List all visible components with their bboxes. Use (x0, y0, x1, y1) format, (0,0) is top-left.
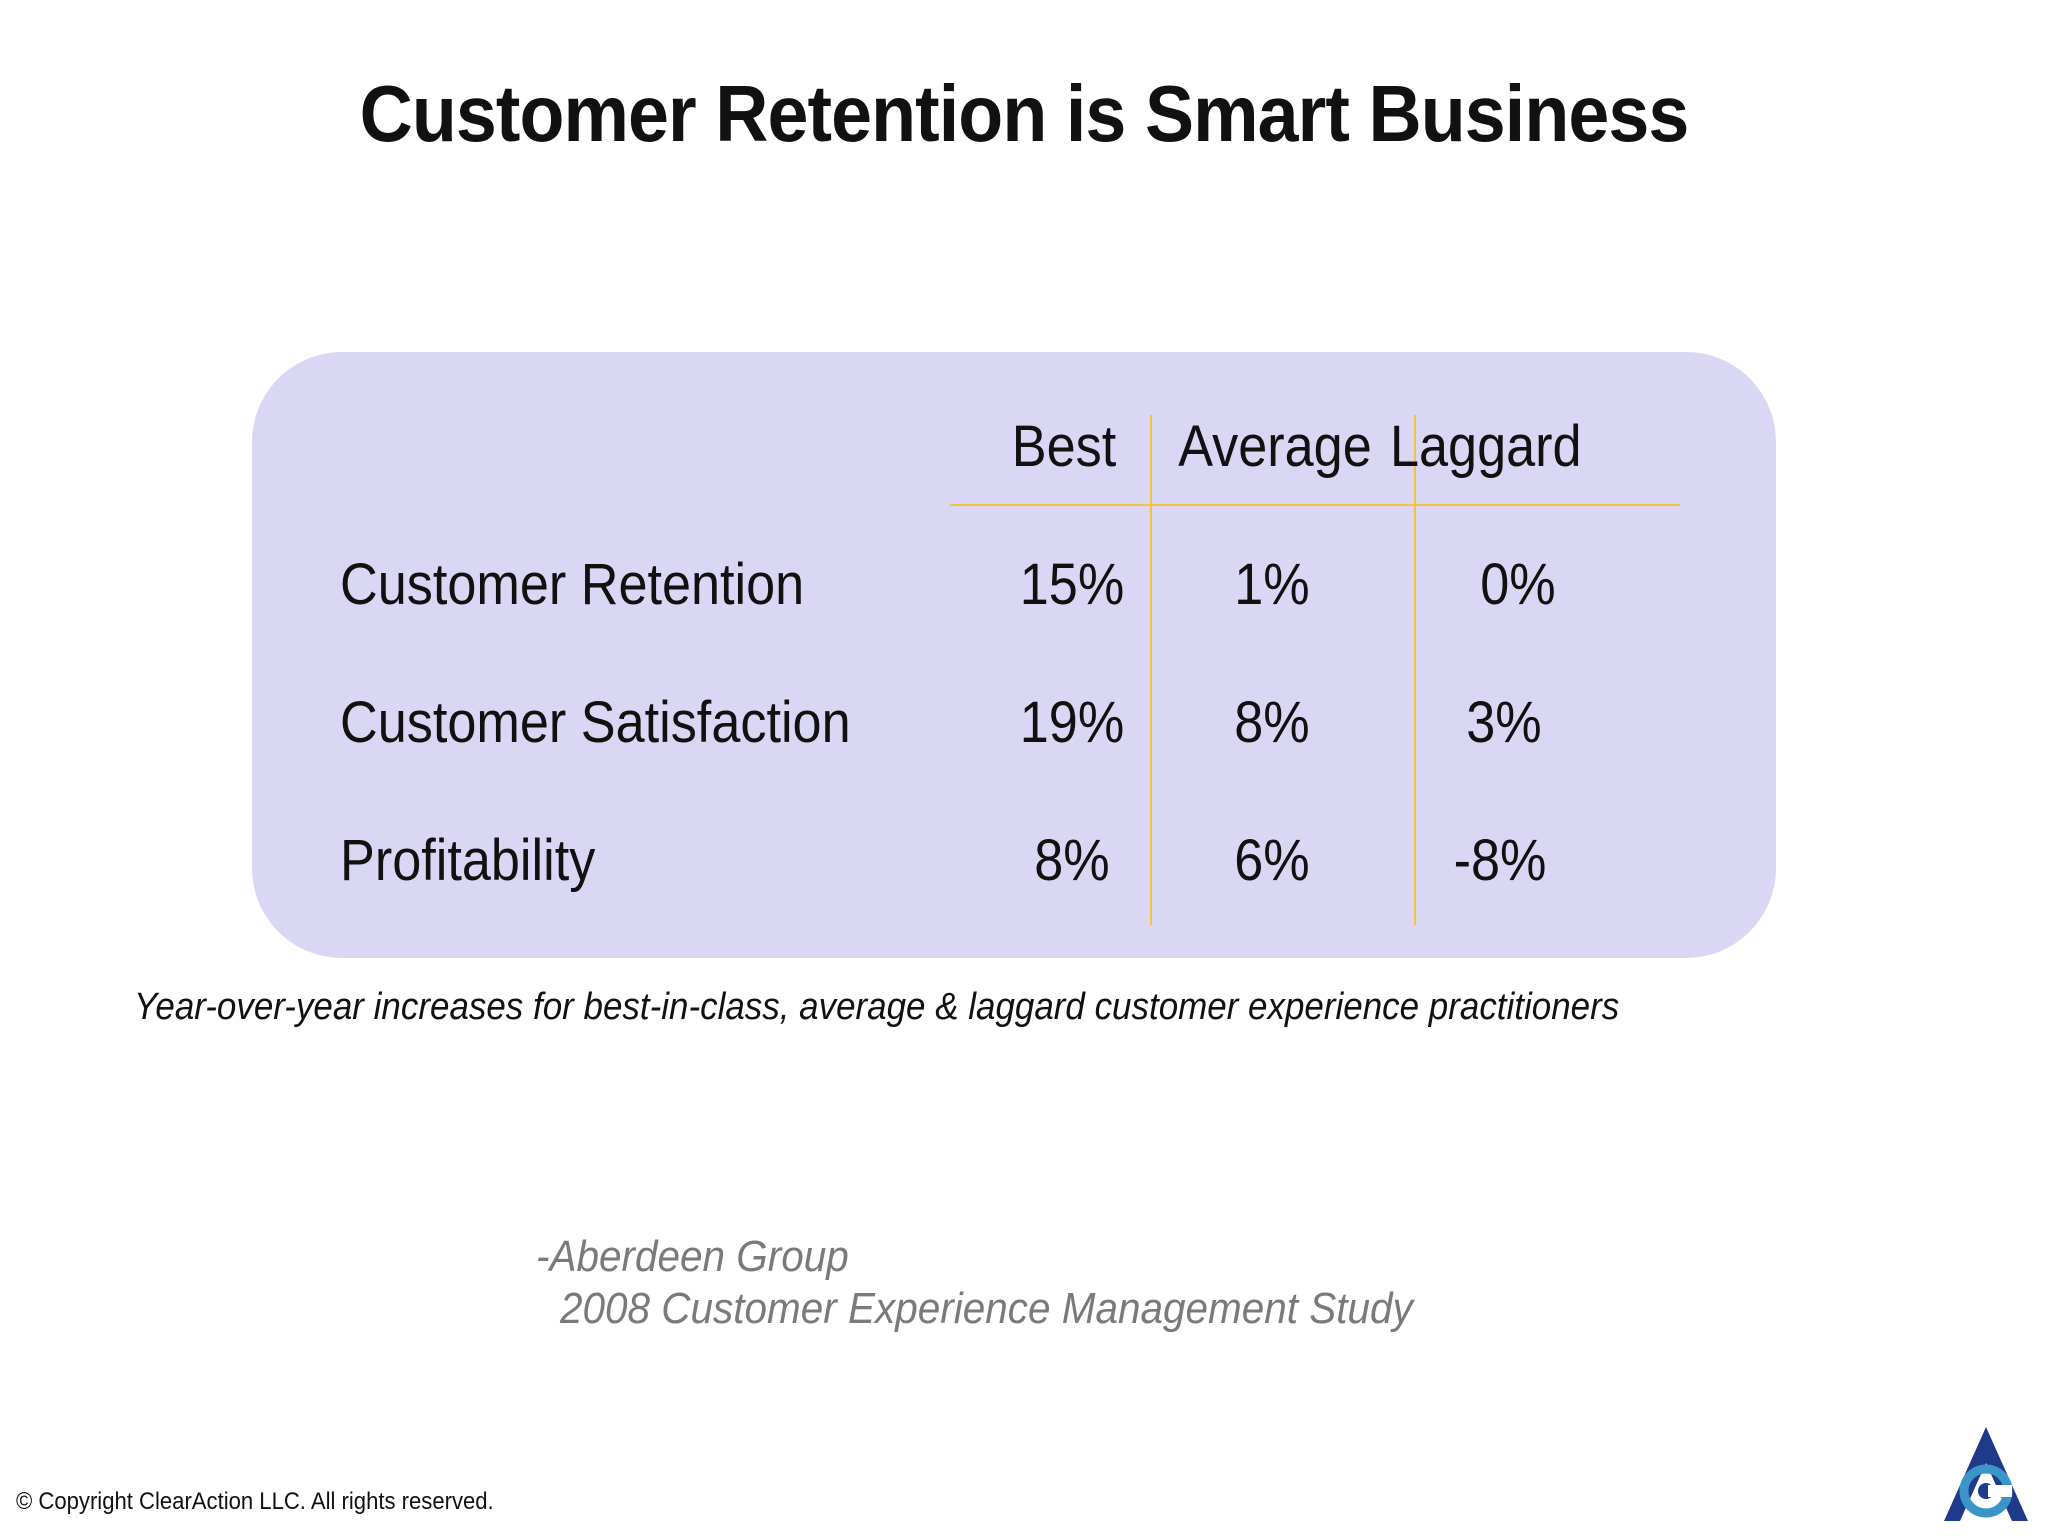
source-study: 2008 Customer Experience Management Stud… (560, 1284, 1413, 1333)
results-panel (252, 352, 1776, 958)
cell-profitability-laggard: -8% (1453, 828, 1547, 893)
cell-retention-best: 15% (1019, 552, 1125, 617)
column-divider-2 (1414, 415, 1416, 925)
copyright-notice: © Copyright ClearAction LLC. All rights … (16, 1488, 494, 1515)
cell-satisfaction-average: 8% (1234, 690, 1310, 755)
column-divider-1 (1150, 415, 1152, 925)
cell-satisfaction-best: 19% (1019, 690, 1125, 755)
cell-profitability-average: 6% (1234, 828, 1310, 893)
table-caption: Year-over-year increases for best-in-cla… (134, 986, 1620, 1028)
row-label-customer-retention: Customer Retention (340, 552, 805, 617)
row-label-profitability: Profitability (340, 828, 596, 893)
column-header-average: Average (1178, 414, 1372, 479)
slide-title: Customer Retention is Smart Business (359, 69, 1690, 158)
cell-retention-average: 1% (1234, 552, 1310, 617)
row-label-customer-satisfaction: Customer Satisfaction (340, 690, 851, 755)
cell-profitability-best: 8% (1034, 828, 1110, 893)
cell-retention-laggard: 0% (1480, 552, 1556, 617)
header-underline (950, 504, 1680, 506)
column-header-laggard: Laggard (1390, 414, 1582, 479)
column-header-best: Best (1011, 414, 1117, 479)
clearaction-logo-icon (1944, 1427, 2028, 1521)
cell-satisfaction-laggard: 3% (1466, 690, 1542, 755)
source-organization: -Aberdeen Group (536, 1232, 849, 1281)
